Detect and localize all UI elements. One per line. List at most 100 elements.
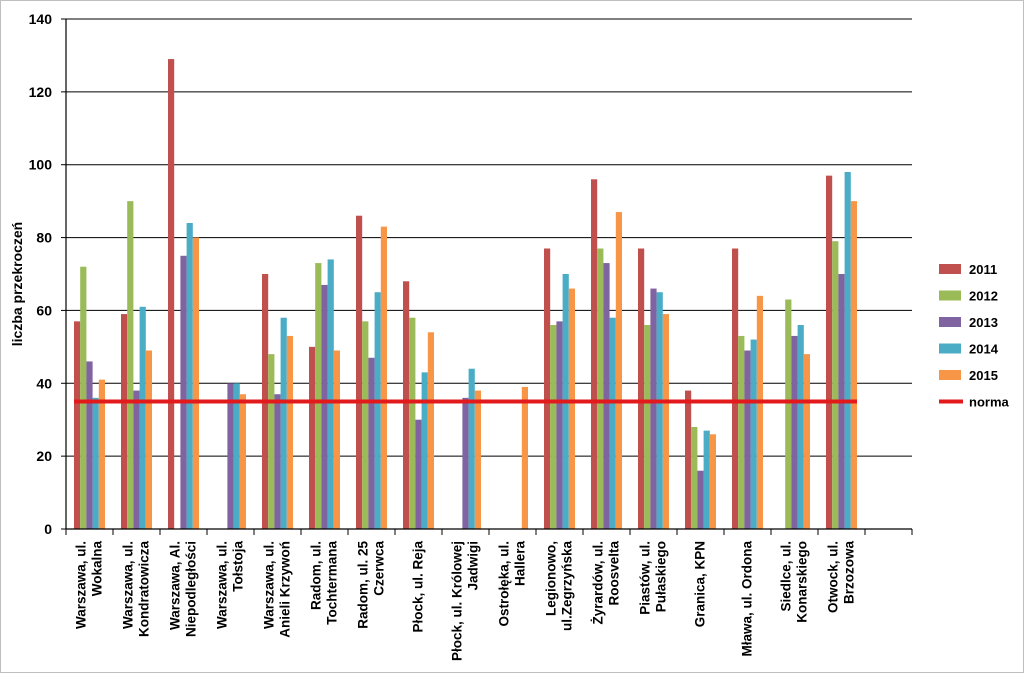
bar-2012-13 — [691, 427, 698, 529]
bar-2013-0 — [86, 361, 93, 529]
bar-2012-5 — [315, 263, 322, 529]
category-label-12-1: Pułaskiego — [654, 541, 669, 612]
bar-2012-6 — [362, 321, 369, 529]
legend-label-2012: 2012 — [969, 289, 998, 304]
bar-2011-10 — [544, 248, 551, 529]
category-label-14-0: Mława, ul. Ordona — [740, 541, 755, 657]
bar-2012-7 — [409, 317, 416, 529]
bar-2015-10 — [568, 288, 575, 529]
bar-2014-7 — [421, 372, 428, 529]
bar-2013-3 — [227, 383, 234, 529]
category-label-6-0: Radom, ul. 25 — [356, 541, 371, 629]
bar-2011-1 — [121, 314, 128, 529]
y-tick-label-2: 40 — [36, 375, 52, 391]
category-label-0-1: Wokalna — [90, 541, 105, 597]
bar-2015-0 — [98, 379, 105, 529]
category-label-16-0: Otwock, ul. — [826, 541, 841, 613]
category-label-1-1: Kondratowicza — [137, 541, 152, 638]
bar-2011-5 — [309, 346, 316, 529]
category-label-13-0: Granica, KPN — [693, 541, 708, 627]
bar-2015-16 — [850, 201, 857, 529]
bar-2013-4 — [274, 394, 281, 529]
bar-2015-5 — [333, 350, 340, 529]
category-label-10-0: Legionowo, — [544, 541, 559, 616]
bar-2013-15 — [791, 335, 798, 529]
bar-2013-11 — [603, 263, 610, 529]
bar-2014-15 — [797, 325, 804, 529]
bar-2014-16 — [844, 172, 851, 529]
category-label-3-0: Warszawa, ul. — [215, 541, 230, 629]
category-label-1-0: Warszawa, ul. — [121, 541, 136, 629]
bar-2013-13 — [697, 470, 704, 529]
category-label-11-0: Żyrardów, ul. — [591, 541, 606, 625]
bar-2011-12 — [638, 248, 645, 529]
legend-swatch-2011 — [939, 264, 961, 274]
x-category-labels: Warszawa, ul. Wokalna Warszawa, ul. Kondrat… — [74, 541, 857, 662]
y-tick-label-3: 60 — [36, 302, 52, 318]
category-label-8-1: Jadwigi — [466, 541, 481, 591]
bar-2011-13 — [685, 390, 692, 529]
category-label-9-1: Hallera — [513, 541, 528, 587]
bar-2014-4 — [280, 317, 287, 529]
bar-2014-3 — [233, 383, 240, 529]
legend-swatch-2015 — [939, 370, 961, 380]
bar-2014-11 — [609, 317, 616, 529]
category-label-10-1: ul.Zegrzyńska — [560, 541, 575, 632]
category-label-3-1: Tołstoja — [231, 541, 246, 592]
bar-2011-2 — [168, 59, 175, 529]
y-tick-label-1: 20 — [36, 448, 52, 464]
bar-2013-10 — [556, 321, 563, 529]
category-label-15-0: Siedlce, ul. — [779, 541, 794, 612]
y-tick-label-5: 100 — [29, 157, 53, 173]
bar-2013-6 — [368, 357, 375, 529]
bar-2014-2 — [186, 223, 193, 529]
y-tick-label-0: 0 — [44, 521, 52, 537]
bar-2015-11 — [615, 212, 622, 530]
category-label-9-0: Ostrołęka, ul. — [497, 541, 512, 627]
y-tick-label-7: 140 — [29, 11, 53, 27]
bar-2012-1 — [127, 201, 134, 529]
bar-2015-15 — [803, 354, 810, 529]
grid-lines — [66, 18, 912, 530]
bar-2015-8 — [474, 390, 481, 529]
axes — [61, 18, 913, 535]
legend: 2011 2012 2013 2014 2015 norma — [939, 262, 1010, 410]
bar-2011-14 — [732, 248, 739, 529]
bar-2011-11 — [591, 179, 598, 530]
category-label-12-0: Piastów, ul. — [638, 541, 653, 615]
category-label-8-0: Płock, ul. Królowej — [450, 541, 465, 661]
category-label-0-0: Warszawa, ul. — [74, 541, 89, 629]
bar-2014-12 — [656, 292, 663, 529]
bar-2015-1 — [145, 350, 152, 529]
bar-2013-2 — [180, 255, 187, 530]
category-label-16-1: Brzozowa — [842, 541, 857, 604]
bar-2012-12 — [644, 325, 651, 529]
bar-2014-8 — [468, 368, 475, 529]
bar-2014-5 — [327, 259, 334, 529]
bar-2015-9 — [521, 386, 528, 529]
bar-2011-0 — [74, 321, 81, 529]
bar-2014-0 — [92, 397, 99, 529]
bar-2012-15 — [785, 299, 792, 529]
bar-2012-4 — [268, 354, 275, 529]
bar-2011-7 — [403, 281, 410, 529]
category-label-4-0: Warszawa, ul. — [262, 541, 277, 629]
bar-2013-7 — [415, 419, 422, 529]
bar-2012-0 — [80, 266, 87, 529]
bars — [74, 59, 857, 530]
legend-label-2011: 2011 — [969, 262, 997, 277]
category-label-2-0: Warszawa, Al. — [168, 541, 183, 630]
bar-2015-3 — [239, 394, 246, 529]
legend-label-2015: 2015 — [969, 368, 998, 383]
bar-2015-6 — [380, 226, 387, 529]
y-tick-labels: 0 20 40 60 80 100 120 140 — [29, 11, 53, 537]
bar-2015-12 — [662, 314, 669, 529]
legend-label-2014: 2014 — [969, 342, 999, 357]
bar-2013-8 — [462, 397, 469, 529]
bar-2014-6 — [374, 292, 381, 529]
bar-2015-14 — [756, 295, 763, 529]
bar-2015-4 — [286, 335, 293, 529]
category-label-4-1: Anieli Krzywoń — [278, 541, 293, 638]
y-tick-label-6: 120 — [29, 84, 53, 100]
